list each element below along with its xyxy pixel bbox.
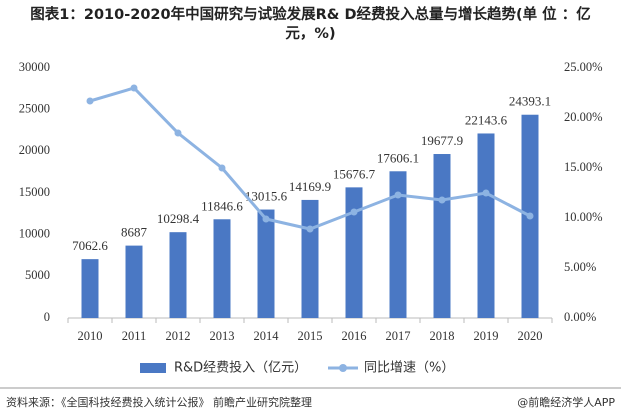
point [482, 189, 490, 197]
x-tick-label: 2016 [342, 329, 367, 343]
data-label: 24393.1 [509, 94, 551, 109]
y2-tick-label: 25.00% [564, 60, 603, 74]
bar [433, 154, 451, 318]
x-tick-label: 2010 [78, 329, 103, 343]
legend-swatch [339, 364, 347, 372]
point [394, 191, 402, 199]
y2-tick-label: 10.00% [564, 210, 603, 224]
bar [345, 187, 363, 318]
y-tick-label: 5000 [25, 268, 50, 282]
y-tick-label: 0 [44, 310, 50, 324]
point [130, 84, 138, 92]
bar [257, 209, 275, 318]
x-tick-label: 2019 [474, 329, 499, 343]
x-tick-label: 2017 [386, 329, 411, 343]
point [262, 215, 270, 223]
data-label: 8687 [121, 225, 148, 240]
point [218, 164, 226, 172]
bar [477, 133, 495, 318]
x-tick-label: 2011 [122, 329, 147, 343]
x-tick-label: 2012 [166, 329, 191, 343]
bar [125, 245, 143, 318]
y-tick-label: 10000 [19, 227, 50, 241]
x-tick-label: 2014 [254, 329, 280, 343]
data-label: 10298.4 [157, 211, 200, 226]
bar [169, 232, 187, 318]
bar [81, 259, 99, 318]
data-label: 22143.6 [465, 112, 508, 127]
y2-tick-label: 15.00% [564, 160, 603, 174]
data-label: 17606.1 [377, 150, 419, 165]
legend-swatch [140, 363, 166, 373]
y2-tick-label: 5.00% [564, 260, 596, 274]
x-tick-label: 2013 [210, 329, 235, 343]
data-label: 14169.9 [289, 179, 331, 194]
bar [389, 171, 407, 318]
legend-label: 同比增速（%） [364, 361, 454, 376]
point [174, 129, 182, 137]
y-tick-label: 30000 [19, 60, 50, 74]
y2-tick-label: 0.00% [564, 310, 596, 324]
legend-label: R&D经费投入（亿元） [174, 360, 307, 376]
y-tick-label: 20000 [19, 143, 50, 157]
source: 资料来源：《全国科技经费投入统计公报》 前瞻产业研究院整理 [6, 395, 312, 409]
data-label: 7062.6 [72, 238, 108, 253]
x-tick-label: 2015 [298, 329, 323, 343]
data-label: 11846.6 [201, 198, 243, 213]
data-label: 13015.6 [245, 189, 288, 204]
y-tick-label: 25000 [19, 102, 50, 116]
brand: @前瞻经济学人APP [517, 395, 615, 409]
data-label: 15676.7 [333, 166, 376, 181]
x-tick-label: 2018 [430, 329, 455, 343]
bar [301, 199, 319, 318]
point [86, 97, 94, 105]
y-tick-label: 15000 [19, 185, 50, 199]
y2-tick-label: 20.00% [564, 110, 603, 124]
bar [213, 219, 231, 318]
point [526, 212, 534, 220]
point [306, 225, 314, 233]
data-label: 19677.9 [421, 133, 463, 148]
point [350, 208, 358, 216]
x-tick-label: 2020 [518, 329, 543, 343]
chart-title: 图表1：2010-2020年中国研究与试验发展R& D经费投入总量与增长趋势(单… [30, 7, 591, 42]
point [438, 196, 446, 204]
